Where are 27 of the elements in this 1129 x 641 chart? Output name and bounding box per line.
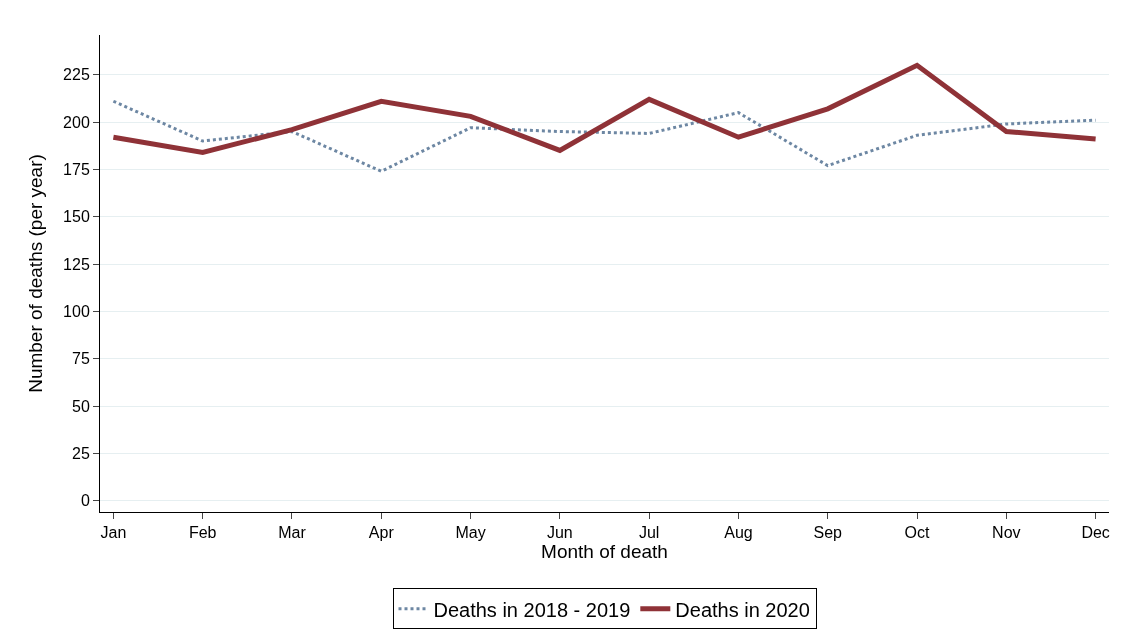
y-tick-label: 100 bbox=[63, 302, 90, 320]
y-tick-label: 225 bbox=[63, 66, 90, 84]
y-tick-label: 0 bbox=[80, 492, 90, 510]
x-tick-label: Jul bbox=[638, 524, 660, 542]
x-tick-label: Jan bbox=[100, 524, 127, 542]
y-tick-label: 75 bbox=[72, 350, 90, 368]
x-tick-label: Sep bbox=[813, 524, 843, 542]
y-tick-label: 175 bbox=[63, 160, 90, 178]
x-tick-label: Apr bbox=[368, 524, 395, 542]
line-series bbox=[111, 99, 1098, 173]
legend-label: Deaths in 2020 bbox=[675, 598, 810, 621]
x-tick-label: Oct bbox=[904, 524, 931, 542]
x-tick-label: Dec bbox=[1081, 524, 1110, 542]
y-tick-label: 125 bbox=[63, 255, 90, 273]
x-tick-label: Mar bbox=[278, 524, 307, 542]
y-axis-title: Number of deaths (per year) bbox=[24, 154, 46, 393]
x-axis-title: Month of death bbox=[541, 541, 668, 563]
x-tick-label: Feb bbox=[188, 524, 217, 542]
x-tick-label: Aug bbox=[724, 524, 753, 542]
y-tick-label: 200 bbox=[63, 113, 90, 131]
x-tick-label: May bbox=[455, 524, 486, 542]
x-tick-label: Nov bbox=[992, 524, 1021, 542]
y-tick-label: 150 bbox=[63, 208, 90, 226]
y-tick-label: 25 bbox=[72, 444, 90, 462]
x-tick-label: Jun bbox=[546, 524, 573, 542]
y-tick-label: 50 bbox=[72, 397, 90, 415]
legend-label: Deaths in 2018 - 2019 bbox=[433, 598, 631, 621]
